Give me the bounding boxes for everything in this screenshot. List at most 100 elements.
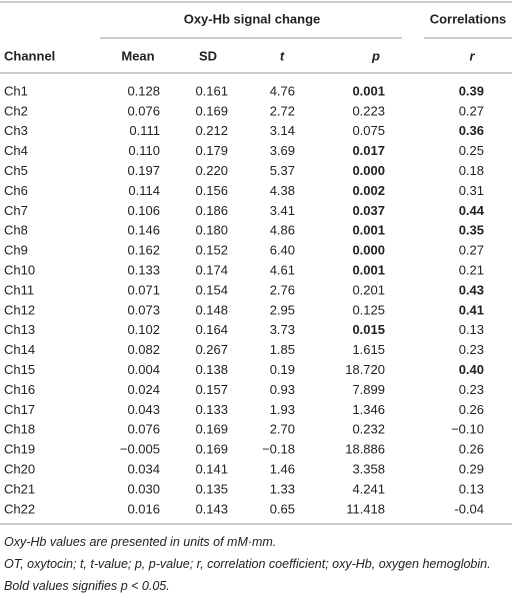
cell: 0.43 bbox=[459, 282, 484, 297]
row-label: Ch18 bbox=[4, 422, 35, 437]
row-label: Ch6 bbox=[4, 183, 28, 198]
cell: 0.001 bbox=[352, 263, 385, 278]
cell: 0.27 bbox=[459, 243, 484, 258]
cell: 0.001 bbox=[352, 223, 385, 238]
cell: 0.26 bbox=[459, 402, 484, 417]
cell: 2.76 bbox=[270, 282, 295, 297]
cell: 0.133 bbox=[195, 402, 228, 417]
cell: 0.162 bbox=[127, 243, 160, 258]
cell: 0.016 bbox=[127, 501, 160, 516]
cell: 0.27 bbox=[459, 103, 484, 118]
cell: 0.19 bbox=[270, 362, 295, 377]
row-label: Ch8 bbox=[4, 223, 28, 238]
cell: 0.076 bbox=[127, 422, 160, 437]
cell: 0.082 bbox=[127, 342, 160, 357]
cell: 0.39 bbox=[459, 83, 484, 98]
cell: 4.38 bbox=[270, 183, 295, 198]
row-label: Ch9 bbox=[4, 243, 28, 258]
column-header: Mean bbox=[121, 48, 154, 63]
cell: 2.72 bbox=[270, 103, 295, 118]
cell: 0.197 bbox=[127, 163, 160, 178]
cell: 4.241 bbox=[352, 481, 385, 496]
row-label: Ch14 bbox=[4, 342, 35, 357]
cell: 1.85 bbox=[270, 342, 295, 357]
cell: 3.73 bbox=[270, 322, 295, 337]
cell: 0.164 bbox=[195, 322, 228, 337]
cell: −0.10 bbox=[451, 422, 484, 437]
cell: 0.135 bbox=[195, 481, 228, 496]
cell: 0.267 bbox=[195, 342, 228, 357]
cell: 0.13 bbox=[459, 481, 484, 496]
cell: 0.232 bbox=[352, 422, 385, 437]
cell: 18.720 bbox=[345, 362, 385, 377]
cell: 0.110 bbox=[128, 143, 160, 158]
cell: 0.13 bbox=[459, 322, 484, 337]
cell: 0.071 bbox=[127, 282, 160, 297]
cell: 4.76 bbox=[270, 83, 295, 98]
cell: 0.001 bbox=[352, 83, 385, 98]
cell: 0.002 bbox=[352, 183, 385, 198]
cell: 0.186 bbox=[195, 203, 228, 218]
cell: 0.35 bbox=[459, 223, 484, 238]
cell: 0.179 bbox=[195, 143, 228, 158]
row-label: Ch20 bbox=[4, 462, 35, 477]
cell: 0.102 bbox=[127, 322, 160, 337]
cell: 4.86 bbox=[270, 223, 295, 238]
row-label: Ch1 bbox=[4, 83, 28, 98]
cell: 0.36 bbox=[459, 123, 484, 138]
cell: 5.37 bbox=[270, 163, 295, 178]
cell: 0.31 bbox=[459, 183, 484, 198]
cell: 1.615 bbox=[352, 342, 385, 357]
cell: 0.223 bbox=[352, 103, 385, 118]
cell: 0.169 bbox=[195, 442, 228, 457]
column-header: t bbox=[280, 48, 285, 63]
cell: 0.26 bbox=[459, 442, 484, 457]
cell: 0.154 bbox=[195, 282, 228, 297]
cell: 0.169 bbox=[195, 103, 228, 118]
row-label: Ch2 bbox=[4, 103, 28, 118]
cell: −0.18 bbox=[262, 442, 295, 457]
cell: 0.25 bbox=[459, 143, 484, 158]
cell: 3.41 bbox=[270, 203, 295, 218]
row-label: Ch3 bbox=[4, 123, 28, 138]
cell: 0.18 bbox=[459, 163, 484, 178]
cell: 0.000 bbox=[352, 243, 385, 258]
cell: 0.65 bbox=[270, 501, 295, 516]
row-label: Ch22 bbox=[4, 501, 35, 516]
row-label: Ch4 bbox=[4, 143, 28, 158]
row-label: Ch13 bbox=[4, 322, 35, 337]
row-label: Ch19 bbox=[4, 442, 35, 457]
cell: 0.161 bbox=[195, 83, 228, 98]
row-label: Ch17 bbox=[4, 402, 35, 417]
row-label: Ch16 bbox=[4, 382, 35, 397]
cell: 0.180 bbox=[195, 223, 228, 238]
cell: 0.076 bbox=[127, 103, 160, 118]
cell: 0.148 bbox=[195, 302, 228, 317]
cell: 18.886 bbox=[345, 442, 385, 457]
column-header: p bbox=[371, 48, 380, 63]
cell: 6.40 bbox=[270, 243, 295, 258]
cell: 2.95 bbox=[270, 302, 295, 317]
cell: 0.037 bbox=[352, 203, 385, 218]
column-header: SD bbox=[199, 48, 217, 63]
table: Oxy-Hb signal change Correlations Channe… bbox=[0, 1, 512, 525]
cell: 0.073 bbox=[127, 302, 160, 317]
cell: 0.156 bbox=[195, 183, 228, 198]
cell: 0.212 bbox=[195, 123, 228, 138]
cell: 0.44 bbox=[459, 203, 485, 218]
cell: 0.075 bbox=[352, 123, 385, 138]
cell: 0.125 bbox=[352, 302, 385, 317]
row-label: Ch7 bbox=[4, 203, 28, 218]
cell: 7.899 bbox=[352, 382, 385, 397]
cell: 0.017 bbox=[352, 143, 385, 158]
row-label: Ch12 bbox=[4, 302, 35, 317]
cell: 0.024 bbox=[127, 382, 160, 397]
footnotes: Oxy-Hb values are presented in units of … bbox=[4, 534, 504, 600]
row-label: Ch21 bbox=[4, 481, 35, 496]
cell: 0.004 bbox=[127, 362, 160, 377]
row-label: Ch10 bbox=[4, 263, 35, 278]
cell: 3.358 bbox=[352, 462, 385, 477]
cell: 2.70 bbox=[270, 422, 295, 437]
cell: 0.93 bbox=[270, 382, 295, 397]
